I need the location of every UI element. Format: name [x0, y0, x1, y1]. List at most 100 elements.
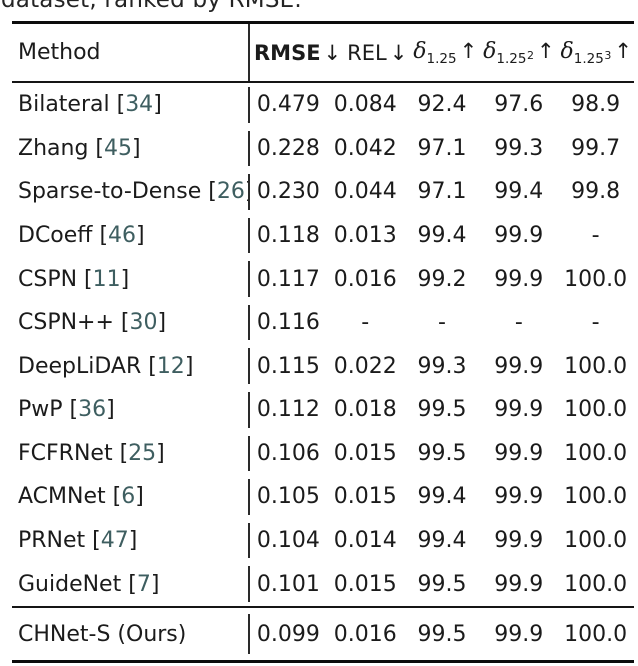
citation-bracket: ] [135, 484, 144, 510]
row-values: 0.230 0.044 97.1 99.4 99.8 [248, 174, 634, 210]
delta-symbol: δ [413, 38, 427, 64]
method-cell: CSPN++ [30] [12, 310, 248, 335]
metric-subscript: 1.25 [426, 50, 457, 67]
row-values: 0.228 0.042 97.1 99.3 99.7 [248, 130, 634, 167]
table-header-row: Method RMSE ↓ REL ↓ δ1.25 ↑ δ1.252 ↑ δ1.253 ↑ [12, 24, 634, 81]
mid-rule [12, 606, 634, 608]
header-bottom-rule [12, 81, 634, 83]
method-name: DeepLiDAR [18, 353, 142, 379]
method-cell: Bilateral [34] [12, 92, 248, 117]
cell-value: 99.9 [494, 266, 544, 292]
row-values: 0.118 0.013 99.4 99.9 - [248, 217, 634, 254]
row-values: 0.117 0.016 99.2 99.9 100.0 [248, 261, 634, 297]
cell-value: 100.0 [564, 528, 628, 554]
cell-value: 0.014 [333, 528, 397, 554]
table-row: FCFRNet [25] 0.106 0.015 99.5 99.9 100.0 [12, 432, 634, 476]
cell-value: 0.104 [256, 528, 320, 554]
citation-bracket: [ [113, 310, 130, 336]
cell-value: 99.4 [494, 179, 544, 205]
metric-name: RMSE [254, 40, 321, 65]
cell-value: 0.112 [256, 397, 320, 423]
cell-value: 99.9 [494, 621, 544, 647]
cell-value: 99.9 [494, 397, 544, 423]
cell-value: - [438, 310, 446, 336]
cell-value: 99.9 [494, 353, 544, 379]
table-row: GuideNet [7] 0.101 0.015 99.5 99.9 100.0 [12, 562, 634, 606]
cell-value: 0.115 [256, 353, 320, 379]
table-row: CSPN++ [30] 0.116 - - - - [12, 301, 634, 345]
metric-subscript: 1.253 [573, 48, 612, 67]
metric-header: REL ↓ [347, 41, 407, 65]
method-cell: CHNet-S (Ours) [12, 622, 248, 647]
cell-value: 97.1 [417, 135, 467, 161]
citation-bracket: ] [136, 223, 145, 249]
header-metrics: RMSE ↓ REL ↓ δ1.25 ↑ δ1.252 ↑ δ1.253 ↑ [248, 24, 634, 81]
cell-value: 99.4 [417, 484, 467, 510]
cell-value: 100.0 [564, 266, 628, 292]
citation-bracket: ] [156, 440, 165, 466]
citation-bracket: [ [201, 179, 217, 205]
row-values: 0.116 - - - - [248, 304, 634, 341]
row-values: 0.115 0.022 99.3 99.9 100.0 [248, 348, 634, 385]
citation-number: 45 [103, 135, 132, 161]
citation-bracket: [ [112, 440, 129, 466]
method-name: PwP [18, 397, 63, 423]
method-name: GuideNet [18, 571, 122, 597]
table-row: Bilateral [34] 0.479 0.084 92.4 97.6 98.9 [12, 83, 634, 127]
cell-value: 0.015 [333, 571, 397, 597]
method-name: ACMNet [18, 484, 106, 510]
metric-subscript: 1.252 [496, 48, 534, 67]
citation-bracket: [ [105, 484, 122, 510]
cell-value: 99.5 [417, 440, 467, 466]
cell-value: 0.013 [333, 223, 397, 249]
row-values: 0.104 0.014 99.4 99.9 100.0 [248, 522, 634, 559]
cell-value: 97.6 [494, 92, 544, 118]
table-row: PwP [36] 0.112 0.018 99.5 99.9 100.0 [12, 388, 634, 432]
method-cell: CSPN [11] [12, 267, 248, 292]
cell-value: 99.5 [417, 571, 467, 597]
citation-number: 6 [121, 484, 136, 510]
cell-value: 99.2 [417, 266, 467, 292]
cell-value: - [591, 310, 600, 336]
cell-value: 99.3 [417, 353, 467, 379]
method-name: CHNet-S (Ours) [18, 621, 187, 647]
metric-header: δ1.253 ↑ [561, 39, 632, 67]
cell-value: 99.9 [494, 571, 544, 597]
table-row: Zhang [45] 0.228 0.042 97.1 99.3 99.7 [12, 127, 634, 171]
table-row: ACMNet [6] 0.105 0.015 99.4 99.9 100.0 [12, 475, 634, 519]
metric-header: δ1.252 ↑ [483, 39, 554, 67]
citation-number: 47 [100, 528, 129, 554]
method-name: CSPN++ [18, 310, 114, 336]
cell-value: 0.015 [333, 440, 397, 466]
caption-text: dataset, ranked by RMSE. [1, 0, 302, 13]
method-cell: FCFRNet [25] [12, 441, 248, 466]
method-cell: PRNet [47] [12, 528, 248, 553]
citation-bracket: [ [77, 266, 93, 292]
cell-value: 99.7 [571, 135, 621, 161]
method-name: CSPN [18, 266, 78, 292]
table-row: PRNet [47] 0.104 0.014 99.4 99.9 100.0 [12, 519, 634, 563]
citation-number: 36 [78, 397, 107, 423]
citation-bracket: [ [88, 135, 104, 161]
method-cell: DeepLiDAR [12] [12, 354, 248, 379]
table-row: Sparse-to-Dense [26] 0.230 0.044 97.1 99.4 9… [12, 170, 634, 214]
cell-value: 0.015 [333, 484, 397, 510]
method-cell: DCoeff [46] [12, 223, 248, 248]
citation-bracket: ] [184, 353, 194, 379]
method-cell: GuideNet [7] [12, 572, 248, 597]
citation-bracket: [ [62, 397, 79, 423]
citation-bracket: ] [150, 571, 160, 597]
cell-value: 0.105 [256, 484, 320, 510]
up-arrow-icon: ↑ [536, 38, 555, 63]
cell-value: 99.9 [494, 223, 544, 249]
cell-value: 0.022 [333, 353, 397, 379]
cell-value: 0.016 [333, 621, 397, 647]
citation-number: 46 [108, 223, 137, 249]
citation-number: 34 [125, 92, 154, 118]
metric-name: REL [347, 40, 387, 65]
cell-value: 100.0 [564, 621, 628, 647]
cell-value: - [361, 310, 370, 336]
citation-number: 11 [92, 266, 121, 292]
citation-bracket: ] [131, 135, 141, 161]
method-name: FCFRNet [18, 440, 113, 466]
